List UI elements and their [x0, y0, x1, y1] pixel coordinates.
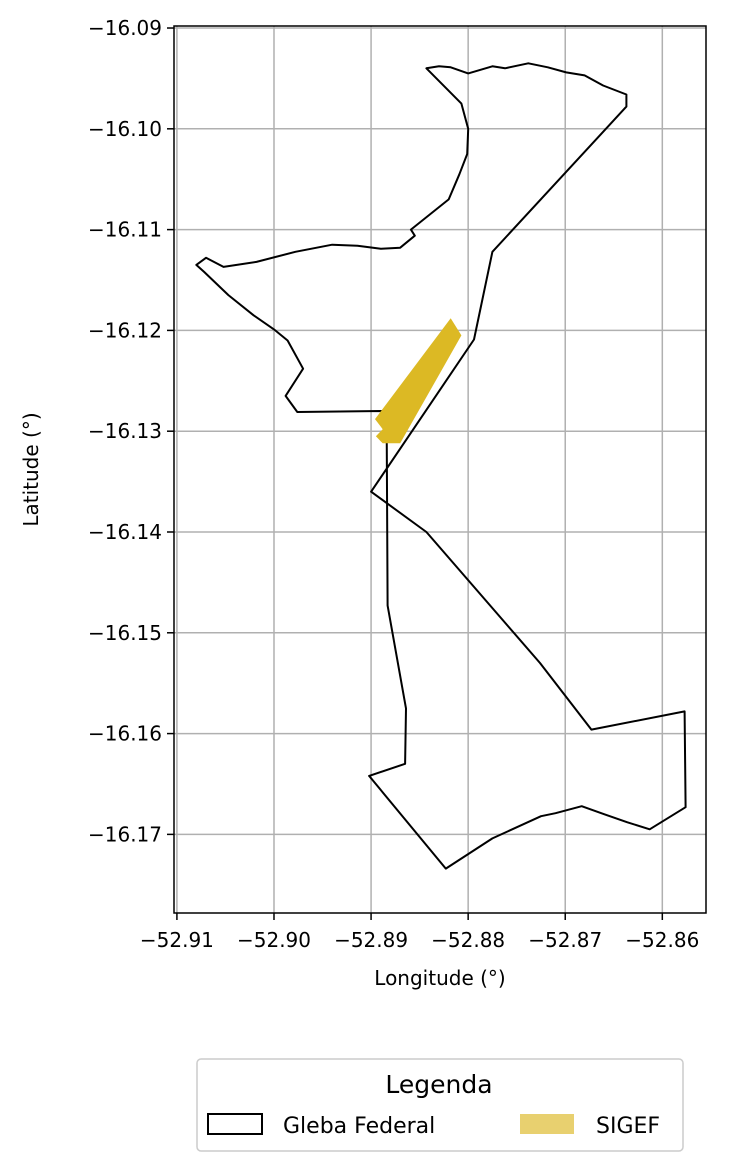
x-axis-label: Longitude (°) — [374, 966, 505, 990]
y-tick-label: −16.12 — [88, 318, 162, 342]
map-layers — [195, 62, 687, 870]
y-tick-label: −16.17 — [88, 822, 162, 846]
legend-label-sigef: SIGEF — [596, 1114, 660, 1139]
y-tick-label: −16.15 — [88, 621, 162, 645]
plot-frame — [173, 25, 707, 914]
x-tick-label: −52.86 — [625, 928, 699, 952]
y-tick-label: −16.13 — [88, 419, 162, 443]
y-axis-label: Latitude (°) — [19, 412, 43, 526]
x-tick-label: −52.91 — [140, 928, 214, 952]
x-tick-label: −52.87 — [528, 928, 602, 952]
y-tick-label: −16.14 — [88, 520, 162, 544]
y-tick-label: −16.09 — [88, 16, 162, 40]
y-tick-label: −16.16 — [88, 722, 162, 746]
sigef-parcel-polygon — [375, 318, 462, 444]
legend: Legenda Gleba Federal SIGEF — [196, 1058, 684, 1152]
gleba-federal-boundary — [195, 62, 687, 870]
x-tick-label: −52.88 — [431, 928, 505, 952]
legend-swatch-sigef — [520, 1114, 574, 1134]
x-tick-label: −52.90 — [237, 928, 311, 952]
y-tick-label: −16.10 — [88, 117, 162, 141]
y-tick-label: −16.11 — [88, 218, 162, 242]
x-tick-label: −52.89 — [334, 928, 408, 952]
axis-ticks: −52.91 −52.90 −52.89 −52.88 −52.87 −52.86 −16.… — [88, 16, 699, 952]
legend-label-gleba-federal: Gleba Federal — [283, 1114, 435, 1139]
grid — [174, 26, 706, 913]
legend-title: Legenda — [385, 1070, 492, 1099]
legend-swatch-gleba-federal — [207, 1113, 263, 1135]
